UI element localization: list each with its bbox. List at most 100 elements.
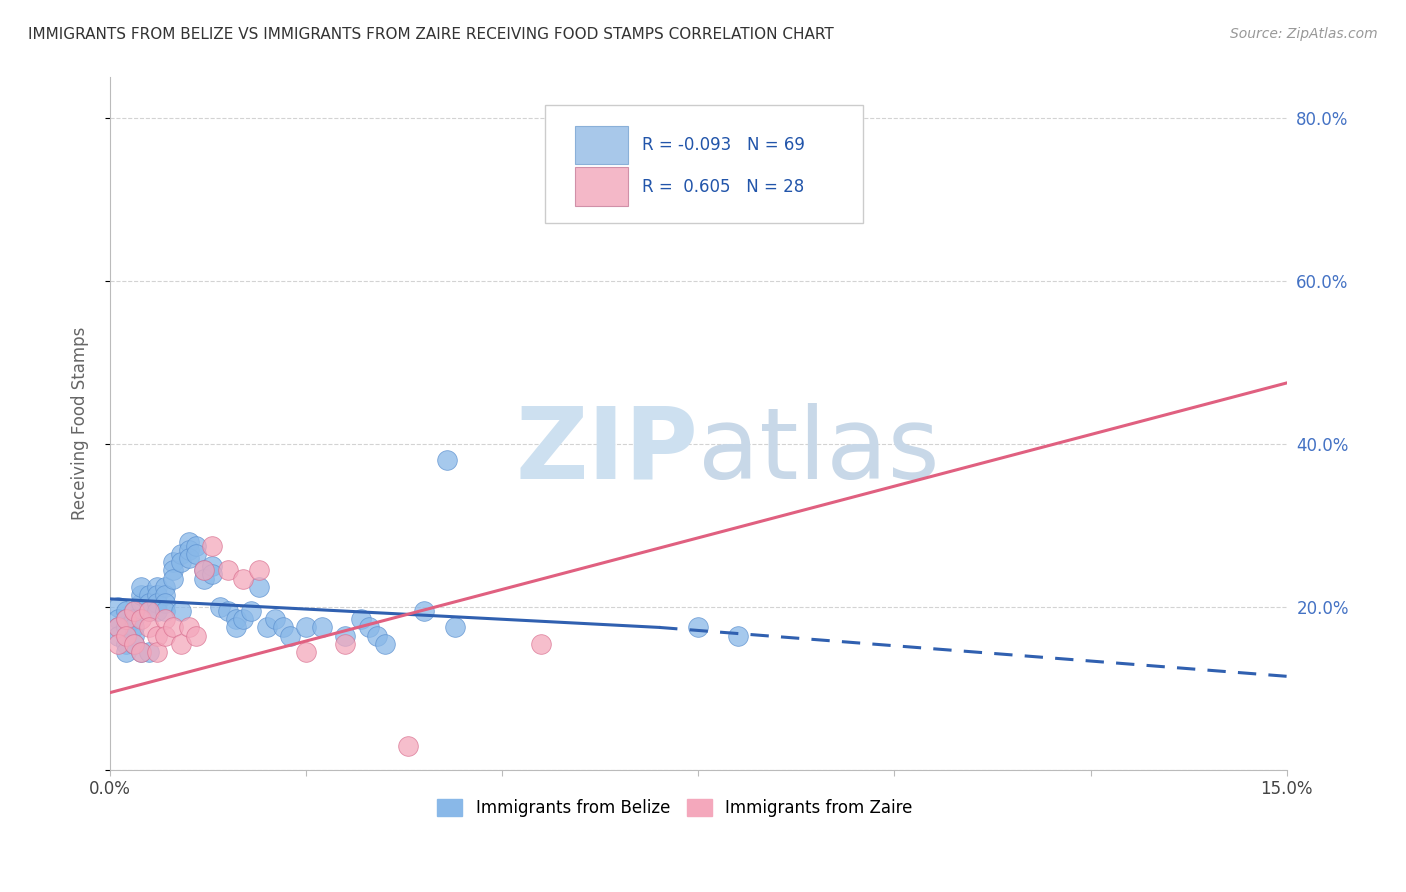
Point (169, 555, 191, 569)
Point (530, 637, 553, 651)
Point (122, 637, 145, 651)
Point (177, 543, 200, 558)
Point (727, 629, 749, 643)
Text: R =  0.605   N = 28: R = 0.605 N = 28 (643, 178, 804, 196)
Text: IMMIGRANTS FROM BELIZE VS IMMIGRANTS FROM ZAIRE RECEIVING FOOD STAMPS CORRELATIO: IMMIGRANTS FROM BELIZE VS IMMIGRANTS FRO… (28, 27, 834, 42)
Point (114, 629, 136, 643)
Point (177, 551, 200, 566)
Point (271, 620, 294, 634)
Point (177, 534, 200, 549)
Point (232, 572, 254, 586)
Text: atlas: atlas (699, 403, 941, 500)
Point (765, 193, 787, 207)
Point (396, 739, 419, 753)
Point (335, 629, 357, 643)
Point (114, 612, 136, 626)
Point (201, 559, 224, 574)
Text: Source: ZipAtlas.com: Source: ZipAtlas.com (1230, 27, 1378, 41)
Point (436, 453, 458, 467)
Point (295, 620, 318, 634)
Point (138, 596, 160, 610)
Point (217, 604, 239, 618)
Point (350, 612, 373, 626)
Point (162, 555, 184, 569)
Point (217, 563, 239, 577)
Point (138, 620, 160, 634)
Point (131, 580, 153, 594)
Point (153, 604, 176, 618)
Point (107, 620, 129, 634)
Point (186, 547, 208, 561)
Point (114, 604, 136, 618)
Point (240, 604, 263, 618)
Point (107, 612, 129, 626)
Point (193, 572, 215, 586)
Point (247, 580, 270, 594)
Point (153, 629, 176, 643)
Point (186, 539, 208, 553)
Point (153, 612, 176, 626)
Point (146, 580, 169, 594)
Point (122, 604, 145, 618)
Point (412, 604, 434, 618)
Bar (575, 168, 627, 205)
Point (169, 604, 191, 618)
Point (122, 629, 145, 643)
Bar (575, 126, 627, 164)
Point (146, 604, 169, 618)
Y-axis label: Receiving Food Stamps: Receiving Food Stamps (72, 327, 89, 520)
FancyBboxPatch shape (546, 105, 863, 223)
Point (153, 588, 176, 602)
Text: ZIP: ZIP (516, 403, 699, 500)
Point (335, 637, 357, 651)
Point (225, 620, 247, 634)
Point (177, 620, 200, 634)
Point (122, 620, 145, 634)
Point (169, 547, 191, 561)
Point (146, 645, 169, 659)
Point (247, 563, 270, 577)
Point (146, 588, 169, 602)
Point (146, 629, 169, 643)
Point (114, 629, 136, 643)
Point (256, 620, 278, 634)
Point (131, 612, 153, 626)
Legend: Immigrants from Belize, Immigrants from Zaire: Immigrants from Belize, Immigrants from … (430, 792, 920, 824)
Point (107, 637, 129, 651)
Point (153, 596, 176, 610)
Point (131, 596, 153, 610)
Point (153, 580, 176, 594)
Point (114, 620, 136, 634)
Point (107, 600, 129, 615)
Point (138, 604, 160, 618)
Point (131, 588, 153, 602)
Point (232, 612, 254, 626)
Point (114, 645, 136, 659)
Point (138, 604, 160, 618)
Point (131, 645, 153, 659)
Point (162, 563, 184, 577)
Point (122, 612, 145, 626)
Point (295, 645, 318, 659)
Point (131, 645, 153, 659)
Point (225, 612, 247, 626)
Point (107, 629, 129, 643)
Point (374, 637, 396, 651)
Point (688, 620, 710, 634)
Point (114, 637, 136, 651)
Point (138, 588, 160, 602)
Point (107, 620, 129, 634)
Point (186, 629, 208, 643)
Point (201, 539, 224, 553)
Point (162, 620, 184, 634)
Point (208, 600, 231, 615)
Point (263, 612, 285, 626)
Point (193, 563, 215, 577)
Point (122, 604, 145, 618)
Point (138, 645, 160, 659)
Point (122, 637, 145, 651)
Point (280, 629, 302, 643)
Point (169, 637, 191, 651)
Point (357, 620, 380, 634)
Point (444, 620, 467, 634)
